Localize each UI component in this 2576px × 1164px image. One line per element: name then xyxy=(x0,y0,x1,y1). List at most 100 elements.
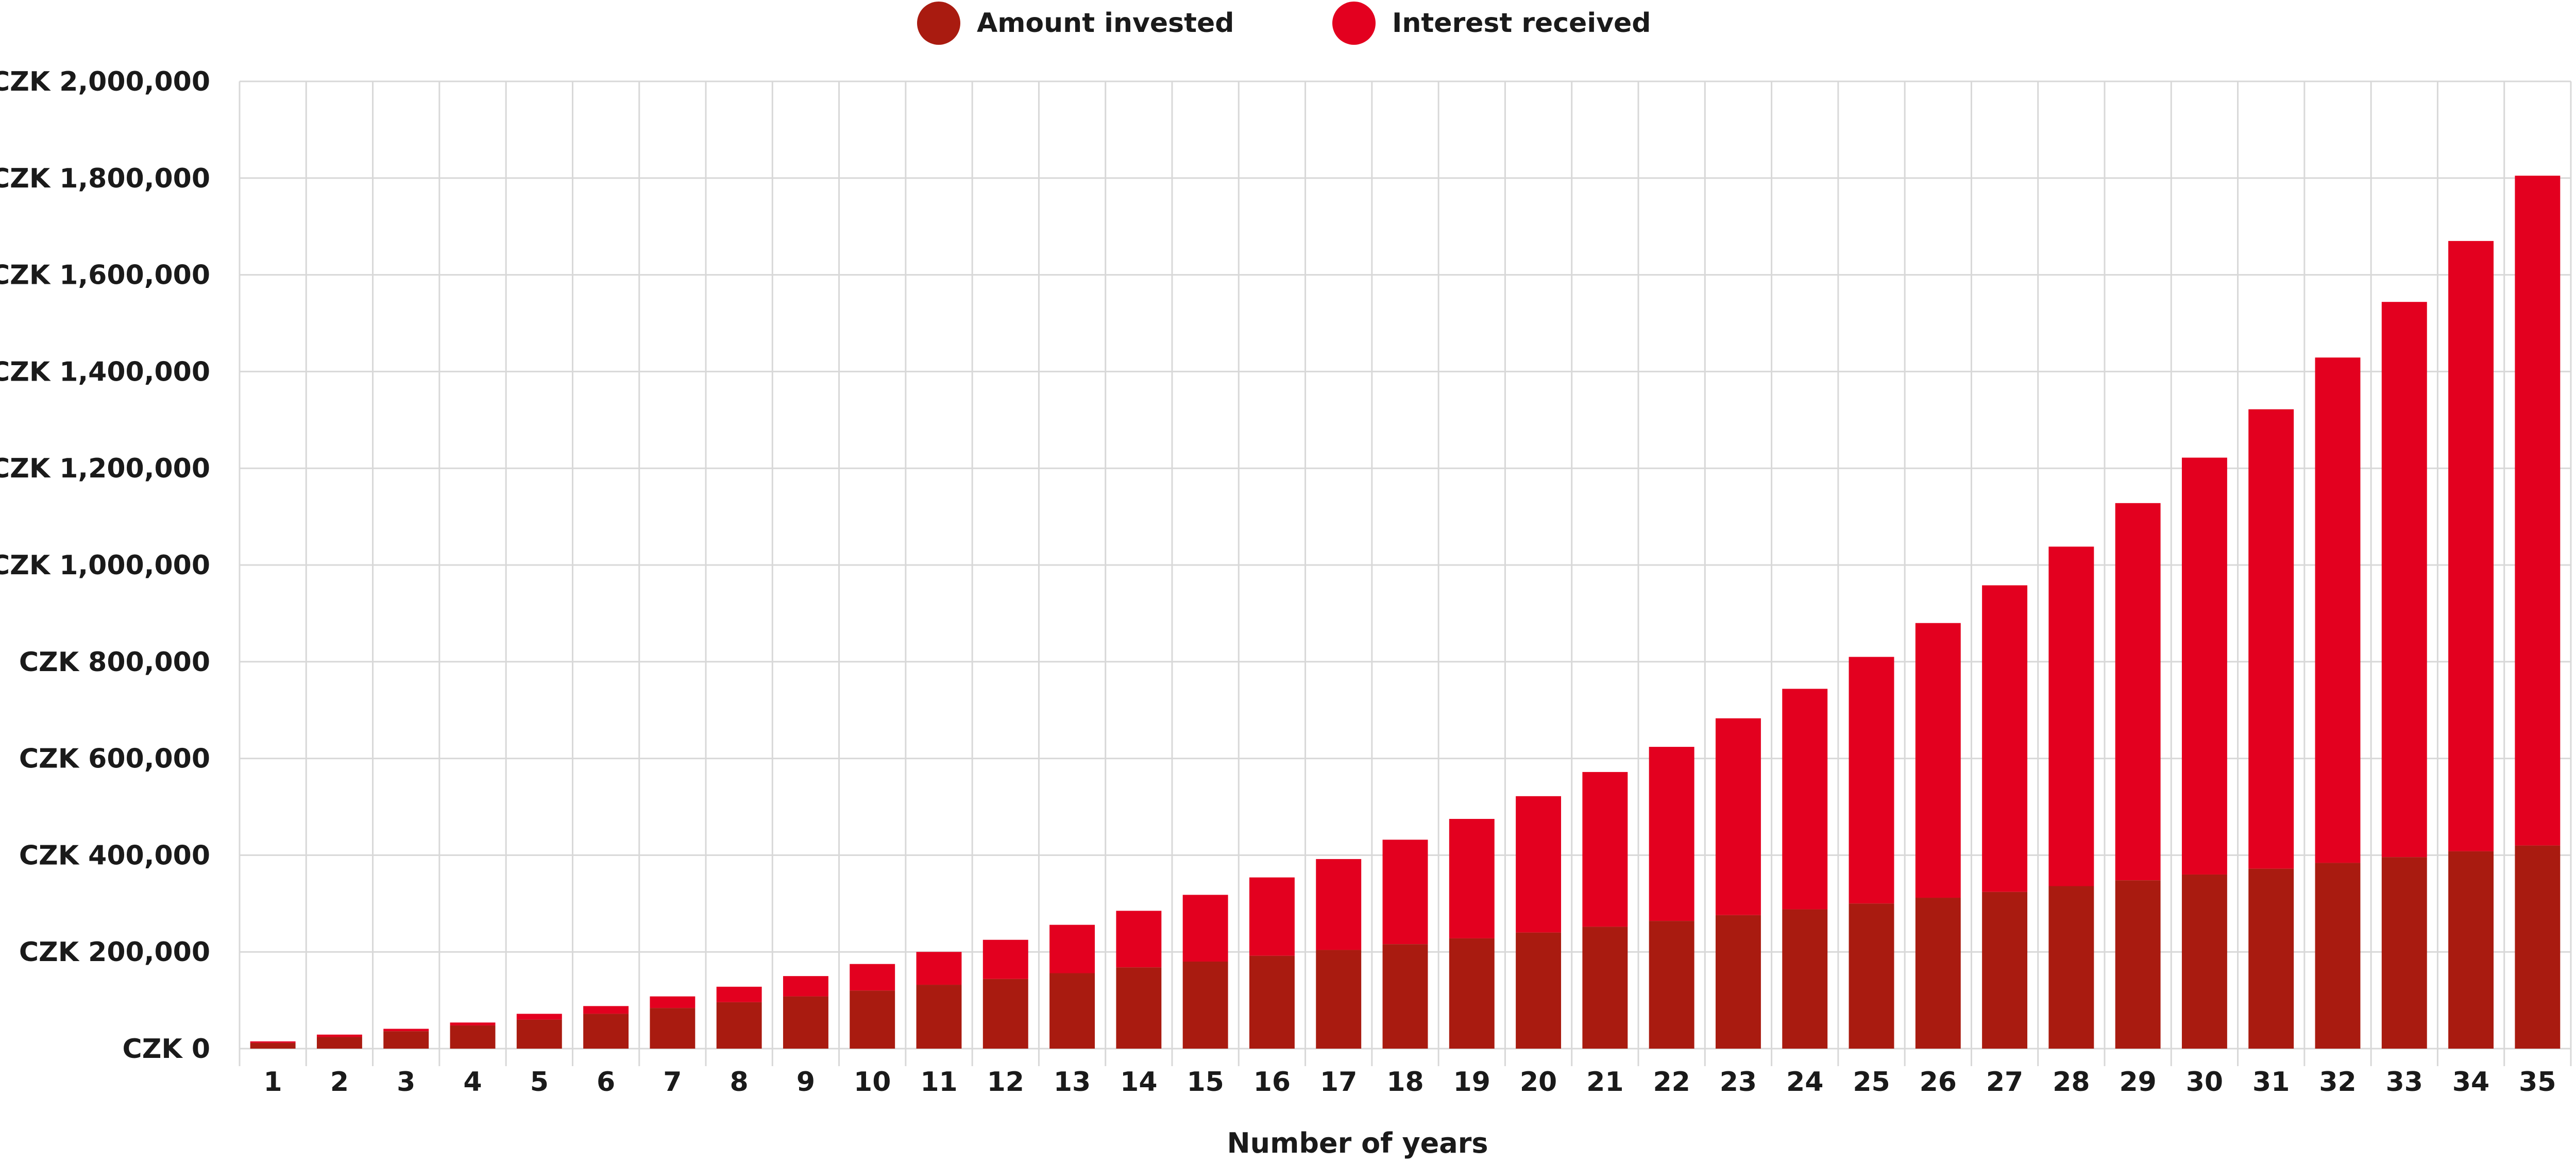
bar-amount-invested xyxy=(2048,886,2094,1049)
bar-amount-invested xyxy=(2315,863,2361,1049)
y-tick-label: CZK 1,400,000 xyxy=(0,356,210,387)
bar-interest-received xyxy=(1649,747,1694,921)
bar-amount-invested xyxy=(1915,898,1961,1049)
x-tick-label: 19 xyxy=(1453,1067,1490,1098)
bar-interest-received xyxy=(316,1034,362,1037)
y-axis-ticks: CZK 0 CZK 200,000 CZK 400,000 CZK 600,000 CZ… xyxy=(0,66,210,1065)
bar-interest-received xyxy=(1982,585,2028,892)
bar-amount-invested xyxy=(1715,915,1761,1049)
x-tick-label: 23 xyxy=(1720,1067,1757,1098)
bar-amount-invested xyxy=(2381,857,2427,1049)
bar-amount-invested xyxy=(2448,851,2494,1049)
bar-interest-received xyxy=(1316,859,1362,950)
bar-interest-received xyxy=(1582,772,1628,927)
x-tick-label: 31 xyxy=(2252,1067,2290,1098)
x-tick-label: 26 xyxy=(1920,1067,1957,1098)
y-tick-label: CZK 800,000 xyxy=(19,647,210,678)
y-tick-label: CZK 1,200,000 xyxy=(0,453,210,484)
x-tick-label: 6 xyxy=(597,1067,615,1098)
x-tick-label: 35 xyxy=(2519,1067,2556,1098)
bar-interest-received xyxy=(716,986,762,1002)
bar-amount-invested xyxy=(916,985,962,1049)
legend-swatch-interest-received xyxy=(1332,2,1376,45)
bar-interest-received xyxy=(250,1041,296,1043)
x-tick-label: 32 xyxy=(2319,1067,2356,1098)
bar-amount-invested xyxy=(982,979,1028,1049)
bar-amount-invested xyxy=(1449,938,1495,1049)
bar-interest-received xyxy=(1116,911,1162,968)
x-tick-label: 8 xyxy=(730,1067,749,1098)
x-tick-label: 21 xyxy=(1586,1067,1623,1098)
x-tick-label: 20 xyxy=(1520,1067,1557,1098)
bar-interest-received xyxy=(2515,176,2561,846)
bar-interest-received xyxy=(2381,302,2427,858)
bar-interest-received xyxy=(2181,457,2227,875)
x-tick-label: 16 xyxy=(1253,1067,1291,1098)
y-tick-label: CZK 1,600,000 xyxy=(0,260,210,291)
bar-amount-invested xyxy=(450,1025,496,1049)
y-tick-label: CZK 600,000 xyxy=(19,744,210,775)
bar-amount-invested xyxy=(1116,967,1162,1049)
x-tick-label: 27 xyxy=(1986,1067,2023,1098)
bar-interest-received xyxy=(516,1014,562,1020)
legend: Amount invested Interest received xyxy=(0,0,2576,46)
x-tick-label: 34 xyxy=(2452,1067,2489,1098)
y-tick-label: CZK 2,000,000 xyxy=(0,66,210,97)
bar-amount-invested xyxy=(783,996,828,1049)
bar-interest-received xyxy=(383,1029,429,1032)
legend-label-amount-invested: Amount invested xyxy=(977,8,1234,39)
bar-amount-invested xyxy=(516,1019,562,1049)
bar-amount-invested xyxy=(583,1014,629,1049)
x-tick-label: 1 xyxy=(264,1067,282,1098)
x-tick-label: 7 xyxy=(663,1067,682,1098)
bar-amount-invested xyxy=(1982,892,2028,1049)
bar-amount-invested xyxy=(383,1031,429,1049)
bar-amount-invested xyxy=(250,1042,296,1049)
bar-interest-received xyxy=(2248,409,2294,869)
bar-interest-received xyxy=(650,996,696,1008)
x-tick-label: 11 xyxy=(920,1067,957,1098)
x-tick-label: 15 xyxy=(1187,1067,1224,1098)
bar-amount-invested xyxy=(1782,909,1828,1049)
bar-amount-invested xyxy=(1849,903,1894,1049)
bar-interest-received xyxy=(1715,718,1761,915)
bar-amount-invested xyxy=(850,990,895,1049)
bar-interest-received xyxy=(1449,818,1495,938)
bar-interest-received xyxy=(1516,796,1562,933)
bar-interest-received xyxy=(1182,895,1228,962)
bar-amount-invested xyxy=(1316,950,1362,1049)
x-tick-label: 29 xyxy=(2119,1067,2156,1098)
y-tick-label: CZK 400,000 xyxy=(19,840,210,871)
x-tick-label: 25 xyxy=(1853,1067,1890,1098)
y-tick-label: CZK 0 xyxy=(123,1034,210,1065)
x-axis-ticks: 1 2 3 4 5 6 7 8 9 10 11 12 13 14 15 16 17 18 19 20 21 22 23 24 2… xyxy=(264,1067,2556,1098)
bar-interest-received xyxy=(982,939,1028,979)
x-tick-label: 9 xyxy=(796,1067,815,1098)
legend-item-amount-invested: Amount invested xyxy=(917,0,1234,46)
bar-amount-invested xyxy=(2115,880,2161,1049)
x-axis-label: Number of years xyxy=(1227,1127,1488,1159)
x-tick-label: 5 xyxy=(530,1067,549,1098)
bar-interest-received xyxy=(850,964,895,991)
bar-interest-received xyxy=(450,1022,496,1025)
bar-interest-received xyxy=(2315,357,2361,863)
x-tick-label: 28 xyxy=(2053,1067,2090,1098)
bar-amount-invested xyxy=(2181,874,2227,1049)
x-tick-label: 30 xyxy=(2186,1067,2223,1098)
x-tick-label: 33 xyxy=(2386,1067,2423,1098)
x-tick-label: 22 xyxy=(1653,1067,1690,1098)
bar-amount-invested xyxy=(1582,927,1628,1049)
bar-interest-received xyxy=(783,976,828,997)
legend-item-interest-received: Interest received xyxy=(1332,0,1651,46)
bar-amount-invested xyxy=(1249,955,1295,1049)
bar-interest-received xyxy=(1915,623,1961,898)
bar-interest-received xyxy=(2048,546,2094,886)
bar-interest-received xyxy=(1782,689,1828,910)
x-tick-label: 14 xyxy=(1120,1067,1157,1098)
bar-interest-received xyxy=(1049,925,1095,973)
bar-interest-received xyxy=(1249,877,1295,956)
y-tick-label: CZK 1,000,000 xyxy=(0,550,210,581)
y-tick-label: CZK 1,800,000 xyxy=(0,163,210,194)
y-tick-label: CZK 200,000 xyxy=(19,937,210,968)
